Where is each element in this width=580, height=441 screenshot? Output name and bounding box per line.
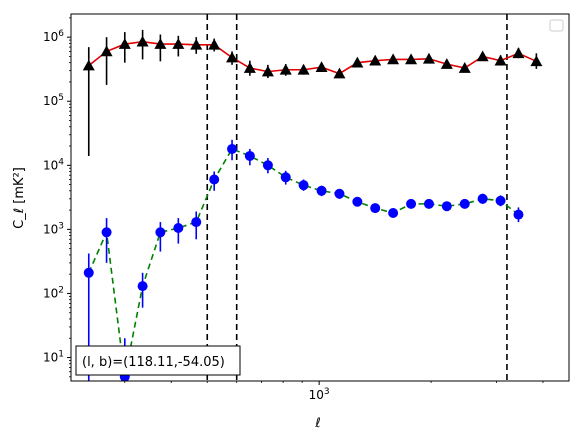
data-point — [423, 198, 434, 209]
legend-box — [549, 19, 564, 32]
y-tick-label: 101 — [43, 350, 64, 365]
y-tick-label: 102 — [43, 285, 64, 300]
data-point — [261, 65, 274, 77]
data-point — [137, 281, 148, 292]
data-point — [297, 63, 310, 75]
data-point — [208, 38, 221, 50]
data-point — [280, 172, 291, 183]
annotation-box: (l, b)=(118.11,-54.05) — [75, 345, 241, 376]
data-point — [316, 185, 327, 196]
data-point — [406, 198, 417, 209]
plot-content — [82, 14, 543, 381]
data-point — [422, 52, 435, 64]
data-point — [244, 150, 255, 161]
data-point — [370, 203, 381, 214]
data-point — [226, 51, 239, 63]
x-tick-label: 103 — [309, 387, 330, 402]
data-point — [352, 196, 363, 207]
data-point — [190, 38, 203, 50]
data-point — [388, 208, 399, 219]
data-point — [495, 195, 506, 206]
data-point — [334, 188, 345, 199]
data-point — [405, 53, 418, 65]
data-point — [369, 54, 382, 66]
data-point — [387, 53, 400, 65]
data-point — [477, 193, 488, 204]
data-point — [298, 180, 309, 191]
data-point — [494, 54, 507, 66]
data-point — [351, 56, 364, 68]
annotation-text: (l, b)=(118.11,-54.05) — [82, 355, 225, 370]
y-tick-label: 103 — [43, 221, 64, 236]
data-point — [262, 160, 273, 171]
axis-ticks: 101 102 103 104 105 106 103 — [43, 17, 544, 402]
data-point — [83, 267, 94, 278]
x-axis-label: ℓ — [314, 416, 320, 431]
data-point — [154, 38, 167, 49]
data-point — [82, 59, 95, 71]
data-point — [209, 174, 220, 185]
data-point — [459, 198, 470, 209]
data-point — [136, 35, 149, 47]
data-point — [191, 217, 202, 228]
plot-area — [82, 14, 543, 381]
data-point — [512, 47, 525, 59]
data-point — [315, 61, 328, 72]
data-point — [227, 143, 238, 154]
data-point — [476, 50, 489, 62]
data-point — [333, 67, 346, 79]
data-point — [101, 227, 112, 238]
data-point — [279, 63, 292, 75]
data-point — [155, 227, 166, 238]
data-point — [513, 209, 524, 220]
data-point — [243, 62, 256, 73]
y-tick-label: 105 — [43, 93, 64, 108]
y-axis-label: C_ℓ [mK²] — [12, 167, 27, 229]
data-point — [100, 45, 113, 57]
data-point — [458, 62, 471, 73]
data-point — [173, 223, 184, 234]
data-point — [441, 201, 452, 212]
data-point — [530, 55, 543, 67]
data-point — [118, 38, 131, 49]
data-point — [440, 58, 453, 69]
plot-frame — [70, 13, 570, 382]
data-point — [172, 38, 185, 49]
y-tick-label: 104 — [43, 157, 64, 172]
y-tick-label: 106 — [43, 29, 64, 44]
